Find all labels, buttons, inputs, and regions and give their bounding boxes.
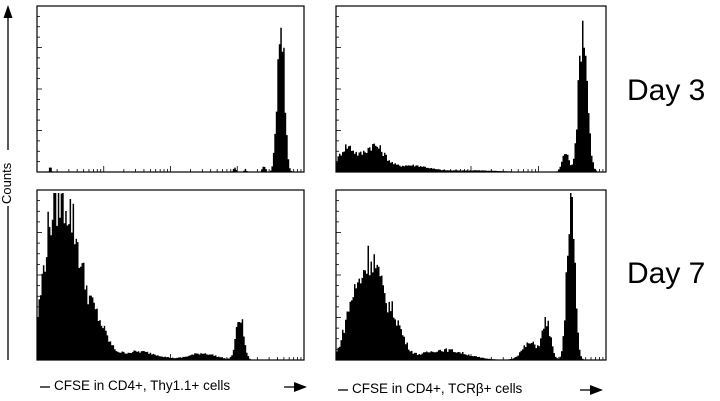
y-axis-label: Counts (0, 162, 14, 204)
x-axis-label-left: CFSE in CD4+, Thy1.1+ cells (54, 378, 231, 393)
plot-frame (36, 5, 305, 173)
histogram-bars (336, 193, 606, 360)
row-label-day3: Day 3 (627, 74, 706, 107)
panel-day3-tcrb (335, 5, 607, 173)
histogram-bars (37, 193, 304, 360)
x-arrowhead-right (590, 385, 603, 395)
row-label-day7: Day 7 (627, 257, 706, 290)
panel-day7-thy11 (36, 189, 305, 361)
x-axis-label-right: CFSE in CD4+, TCRβ+ cells (352, 381, 523, 396)
panel-day7-tcrb (335, 189, 607, 361)
panel-day3-thy11 (36, 5, 305, 173)
histogram-bars (37, 27, 304, 172)
histogram-bars (336, 20, 606, 173)
x-arrowhead-left (294, 382, 307, 392)
y-axis-arrowhead (3, 5, 13, 18)
